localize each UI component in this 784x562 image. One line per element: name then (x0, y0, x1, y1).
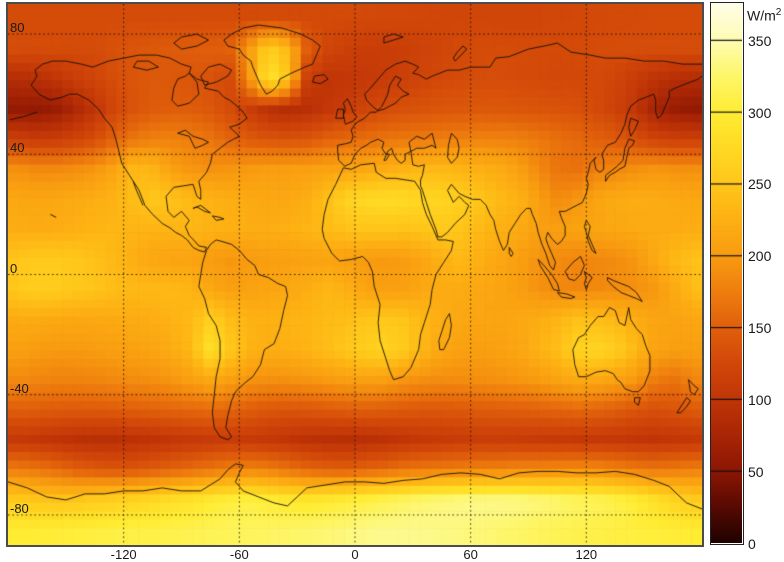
colorbar-tick-label: 100 (748, 391, 772, 408)
colorbar-tick-label: 50 (748, 463, 764, 480)
colorbar-tick-label: 250 (748, 176, 772, 193)
colorbar-canvas (711, 3, 742, 543)
map-frame (6, 2, 704, 547)
lon-tick-label: 120 (575, 547, 598, 562)
lat-tick-label: -40 (10, 380, 29, 396)
colorbar-unit-text: W/m (747, 7, 776, 24)
lat-tick-label: 0 (10, 260, 18, 276)
colorbar-tick-label: 350 (748, 32, 772, 49)
lon-tick-label: 0 (351, 547, 359, 562)
colorbar-tick-label: 300 (748, 104, 772, 121)
lon-tick-label: 60 (463, 547, 478, 562)
colorbar-frame (710, 2, 744, 545)
colorbar-tick-label: 200 (748, 248, 772, 265)
lon-tick-label: -60 (229, 547, 249, 562)
lat-tick-label: 40 (10, 140, 25, 156)
colorbar-tick-label: 150 (748, 320, 772, 337)
lat-tick-label: 80 (10, 20, 25, 36)
lat-tick-label: -80 (10, 500, 29, 516)
world-heatmap-canvas (8, 4, 702, 545)
lon-tick-label: -120 (110, 547, 137, 562)
colorbar-unit-exponent: 2 (775, 7, 782, 18)
colorbar-unit-label: W/m2 (747, 7, 781, 24)
colorbar-tick-label: 0 (748, 535, 756, 552)
